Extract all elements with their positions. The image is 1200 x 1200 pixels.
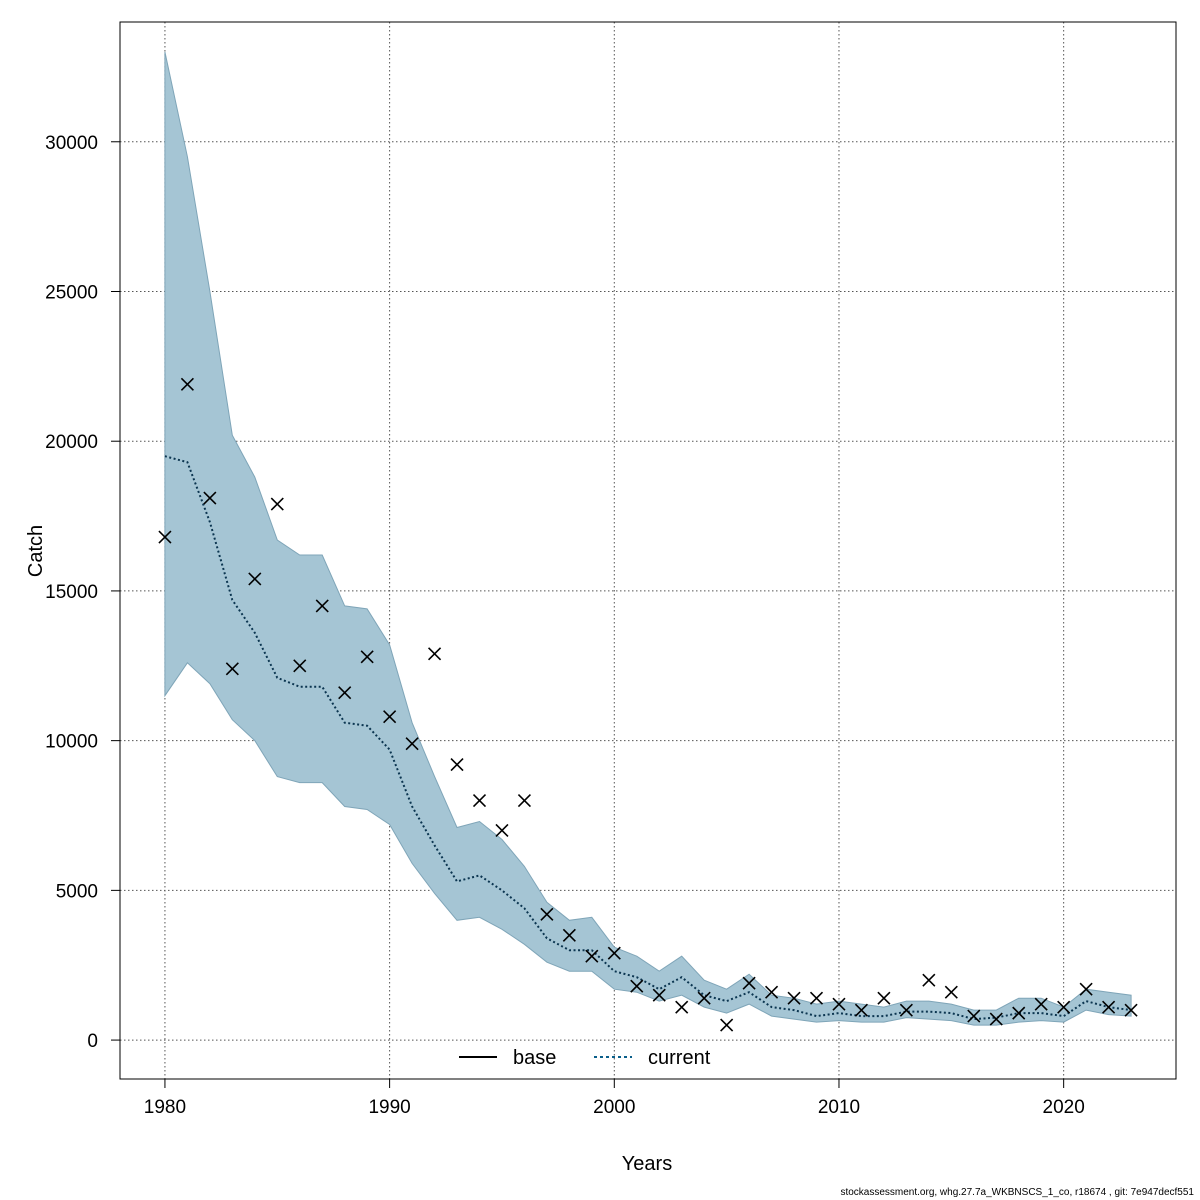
observed-point [720, 1018, 734, 1032]
observed-point [787, 991, 801, 1005]
legend: base current [459, 1047, 711, 1069]
x-tick-label: 1990 [368, 1097, 410, 1118]
y-tick-label: 15000 [45, 582, 98, 603]
observed-point [338, 686, 352, 700]
y-axis: 0 5000 10000 15000 20000 25000 30000 [45, 133, 120, 1052]
y-tick-label: 30000 [45, 133, 98, 154]
observed-points [158, 377, 1138, 1032]
y-tick-label: 20000 [45, 432, 98, 453]
current-line [164, 455, 1132, 1021]
observed-point [427, 647, 442, 661]
observed-point [270, 497, 284, 511]
x-tick-label: 2020 [1043, 1097, 1085, 1118]
observed-point [742, 976, 756, 990]
y-tick-label: 10000 [45, 732, 98, 753]
observed-point [967, 1009, 981, 1023]
observed-point [1102, 1000, 1116, 1014]
observed-point [1079, 982, 1093, 996]
observed-point [675, 1000, 689, 1014]
observed-point [225, 662, 239, 676]
observed-point [832, 997, 846, 1011]
observed-point [360, 650, 374, 664]
plot-frame [119, 21, 1177, 1080]
observed-point [158, 530, 172, 544]
observed-point [248, 572, 262, 586]
footer-credit: stockassessment.org, whg.27.7a_WKBNSCS_1… [840, 1187, 1194, 1198]
observed-point [652, 988, 666, 1002]
observed-point [450, 758, 464, 772]
confidence-band [164, 51, 1132, 1026]
observed-point [1124, 1003, 1138, 1017]
x-axis: 1980 1990 2000 2010 2020 [144, 1079, 1085, 1118]
observed-point [989, 1012, 1003, 1026]
observed-point [1034, 997, 1048, 1011]
x-tick-label: 2000 [593, 1097, 635, 1118]
observed-point [517, 793, 531, 808]
observed-point [540, 907, 554, 921]
observed-point [315, 599, 329, 613]
legend-current-label: current [648, 1047, 711, 1069]
observed-point [203, 491, 217, 505]
observed-point [877, 991, 891, 1005]
y-tick-label: 0 [87, 1031, 98, 1052]
observed-point [630, 979, 644, 993]
observed-point [405, 737, 419, 751]
observed-point [495, 823, 509, 838]
observed-point [765, 985, 779, 999]
observed-point [383, 710, 397, 724]
observed-point [1057, 1000, 1071, 1014]
observed-point [899, 1003, 913, 1017]
x-axis-title: Years [622, 1153, 672, 1175]
observed-point [585, 949, 599, 963]
observed-point [607, 946, 621, 960]
y-tick-label: 25000 [45, 282, 98, 303]
observed-point [809, 991, 824, 1005]
observed-point [697, 991, 711, 1005]
observed-point [472, 793, 487, 808]
observed-point [180, 377, 194, 391]
observed-point [854, 1003, 869, 1017]
observed-point [944, 985, 958, 999]
legend-base-label: base [513, 1047, 556, 1069]
observed-point [562, 928, 576, 942]
observed-point [293, 659, 307, 673]
observed-point [1012, 1006, 1026, 1020]
y-tick-label: 5000 [56, 881, 98, 902]
y-axis-title: Catch [25, 525, 47, 577]
x-tick-label: 1980 [144, 1097, 186, 1118]
x-tick-label: 2010 [818, 1097, 860, 1118]
observed-point [922, 973, 936, 987]
